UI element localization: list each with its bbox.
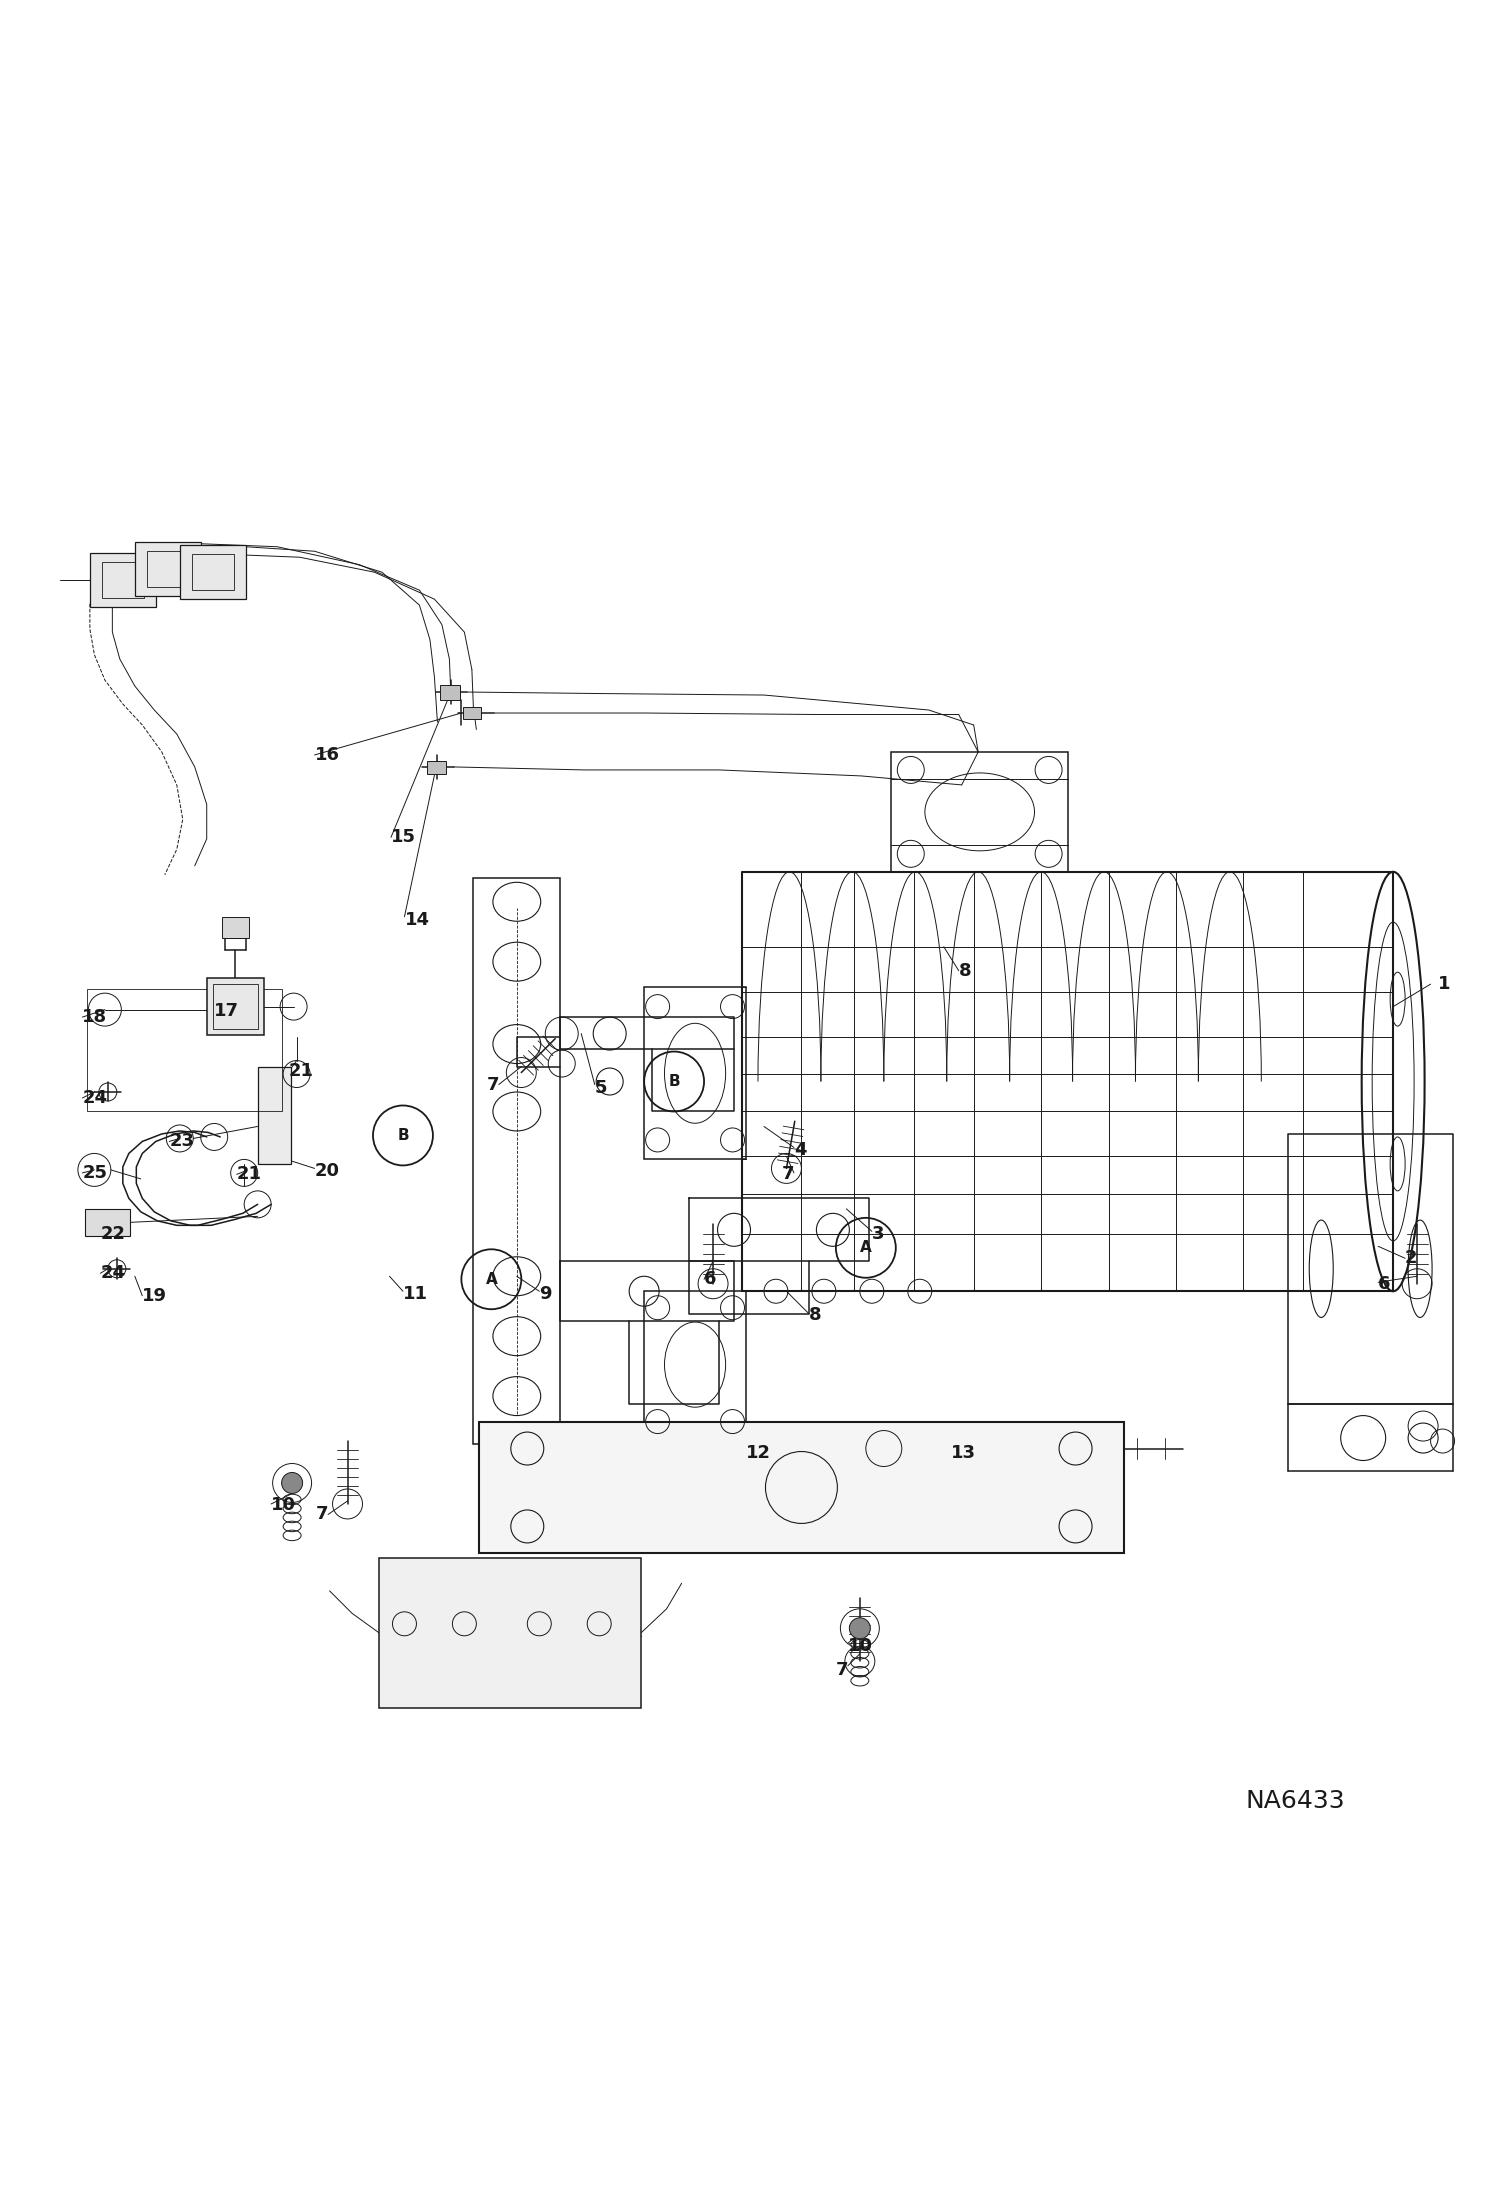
Text: 7: 7 [782,1164,794,1184]
Text: A: A [485,1272,497,1287]
Bar [473,877,560,1443]
Bar [379,1557,641,1708]
Bar [479,1421,1124,1553]
Text: 5: 5 [595,1079,607,1096]
Text: 7: 7 [836,1662,848,1680]
Text: 12: 12 [746,1443,771,1463]
Text: 8: 8 [809,1307,821,1325]
Text: 22: 22 [100,1226,126,1243]
Bar [192,555,234,590]
Bar [87,989,282,1112]
Text: 25: 25 [82,1164,108,1182]
Bar [135,542,201,596]
Text: 9: 9 [539,1285,551,1303]
Text: 7: 7 [316,1504,328,1524]
Text: 3: 3 [872,1226,884,1243]
Bar [440,684,460,700]
Text: 4: 4 [794,1140,806,1160]
Circle shape [849,1618,870,1638]
Text: 21: 21 [237,1164,262,1184]
Text: 17: 17 [214,1002,240,1020]
Bar [463,706,481,719]
Text: A: A [860,1241,872,1254]
Text: B: B [668,1075,680,1090]
Text: 6: 6 [704,1270,716,1287]
Text: 18: 18 [82,1009,108,1026]
Bar [180,546,246,599]
Bar [213,985,258,1029]
Text: 10: 10 [848,1638,873,1656]
Bar [85,1208,130,1237]
Bar [102,561,144,599]
Text: 16: 16 [315,746,340,763]
Text: 8: 8 [959,963,971,980]
Bar [90,553,156,607]
Text: 21: 21 [289,1061,315,1079]
Text: 20: 20 [315,1162,340,1180]
Text: 13: 13 [951,1443,977,1463]
Text: NA6433: NA6433 [1246,1789,1345,1814]
Bar [644,987,746,1160]
Text: 11: 11 [403,1285,428,1303]
Text: 10: 10 [271,1496,297,1515]
Bar [891,752,1068,873]
Bar [207,978,264,1035]
Text: 24: 24 [82,1090,108,1107]
Text: 23: 23 [169,1132,195,1151]
Text: 7: 7 [487,1075,499,1094]
Bar [222,917,249,939]
Bar [427,761,446,774]
Circle shape [282,1472,303,1493]
Bar [147,550,189,588]
Text: 19: 19 [142,1287,168,1305]
Text: 24: 24 [100,1263,126,1283]
Text: 15: 15 [391,829,416,846]
Bar [644,1292,746,1439]
Text: B: B [397,1127,409,1143]
Bar [258,1066,291,1164]
Text: 6: 6 [1378,1274,1390,1292]
Text: 1: 1 [1438,976,1450,993]
Text: 2: 2 [1405,1250,1417,1268]
Text: 14: 14 [404,910,430,930]
